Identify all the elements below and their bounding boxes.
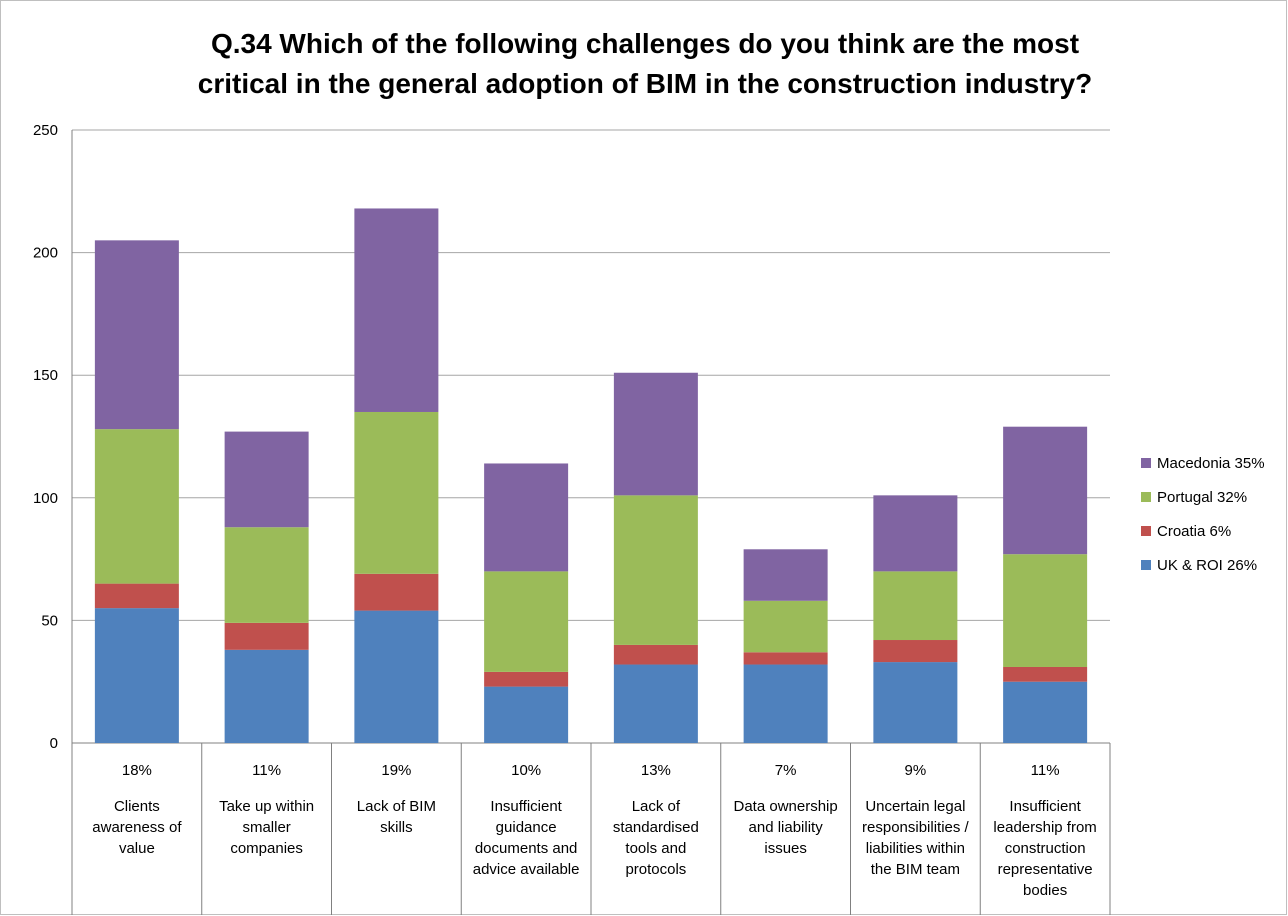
category-label: Insufficient bbox=[1009, 798, 1081, 815]
category-percent-label: 10% bbox=[511, 762, 541, 779]
category-label: leadership from bbox=[993, 819, 1096, 836]
category-label: liabilities within bbox=[866, 840, 965, 857]
chart-title-line-2: critical in the general adoption of BIM … bbox=[197, 68, 1093, 99]
bar-segment bbox=[224, 527, 309, 623]
bar-segment bbox=[94, 608, 179, 743]
legend-swatch bbox=[1141, 492, 1151, 502]
bar-segment bbox=[1003, 426, 1088, 555]
category-label: companies bbox=[230, 840, 303, 857]
category-label: Uncertain legal bbox=[865, 798, 965, 815]
bar-segment bbox=[1003, 681, 1088, 743]
category-percent-label: 13% bbox=[641, 762, 671, 779]
category-percent-label: 11% bbox=[252, 762, 281, 779]
category-percent-label: 9% bbox=[905, 762, 927, 779]
category-label: protocols bbox=[625, 861, 686, 878]
legend-label: Macedonia 35% bbox=[1157, 455, 1265, 472]
category-label: Data ownership bbox=[734, 798, 838, 815]
category-percent-label: 11% bbox=[1031, 762, 1060, 779]
category-label: the BIM team bbox=[871, 861, 960, 878]
category-label: Clients bbox=[114, 798, 160, 815]
category-label: responsibilities / bbox=[862, 819, 970, 836]
category-label: tools and bbox=[625, 840, 686, 857]
bar-segment bbox=[873, 640, 958, 663]
category-label: and liability bbox=[749, 819, 824, 836]
category-label: Lack of bbox=[632, 798, 681, 815]
legend-swatch bbox=[1141, 560, 1151, 570]
bar-segment bbox=[354, 573, 439, 611]
bar-segment bbox=[1003, 554, 1088, 667]
bar-segment bbox=[613, 664, 698, 743]
chart-title: Q.34 Which of the following challenges d… bbox=[120, 24, 1170, 104]
category-label: advice available bbox=[473, 861, 580, 878]
category-label: guidance bbox=[496, 819, 557, 836]
bar-segment bbox=[94, 583, 179, 609]
category-label: skills bbox=[380, 819, 413, 836]
legend-swatch bbox=[1141, 526, 1151, 536]
category-label: documents and bbox=[475, 840, 578, 857]
category-percent-label: 18% bbox=[122, 762, 152, 779]
bar-segment bbox=[743, 664, 828, 743]
bar-segment bbox=[743, 600, 828, 653]
bar-segment bbox=[873, 662, 958, 743]
y-tick-label: 250 bbox=[33, 122, 58, 139]
y-tick-label: 100 bbox=[33, 490, 58, 507]
y-tick-label: 0 bbox=[50, 735, 58, 752]
bar-segment bbox=[484, 686, 569, 743]
y-tick-label: 200 bbox=[33, 245, 58, 262]
legend-label: Croatia 6% bbox=[1157, 523, 1231, 540]
category-label: Insufficient bbox=[490, 798, 562, 815]
y-tick-label: 50 bbox=[41, 612, 58, 629]
chart-title-line-1: Q.34 Which of the following challenges d… bbox=[210, 28, 1080, 59]
bar-segment bbox=[94, 429, 179, 584]
bar-segment bbox=[613, 644, 698, 665]
bar-segment bbox=[354, 610, 439, 743]
bar-segment bbox=[94, 240, 179, 430]
bar-segment bbox=[354, 208, 439, 412]
category-label: Lack of BIM bbox=[357, 798, 436, 815]
category-label: bodies bbox=[1023, 882, 1067, 899]
bar-segment bbox=[873, 495, 958, 572]
category-label: smaller bbox=[242, 819, 290, 836]
category-label: awareness of bbox=[92, 819, 182, 836]
category-label: issues bbox=[764, 840, 807, 857]
y-tick-label: 150 bbox=[33, 367, 58, 384]
category-percent-label: 19% bbox=[381, 762, 411, 779]
bar-segment bbox=[613, 372, 698, 496]
category-label: construction bbox=[1005, 840, 1086, 857]
legend-label: UK & ROI 26% bbox=[1157, 557, 1257, 574]
bar-segment bbox=[224, 622, 309, 650]
legend-label: Portugal 32% bbox=[1157, 489, 1247, 506]
bar-segment bbox=[484, 571, 569, 672]
category-percent-label: 7% bbox=[775, 762, 797, 779]
bar-segment bbox=[484, 671, 569, 687]
bar-segment bbox=[1003, 666, 1088, 682]
bar-segment bbox=[484, 463, 569, 572]
category-label: Take up within bbox=[219, 798, 314, 815]
category-label: representative bbox=[998, 861, 1093, 878]
bar-segment bbox=[224, 649, 309, 743]
bar-segment bbox=[743, 652, 828, 665]
bar-segment bbox=[224, 431, 309, 528]
category-label: standardised bbox=[613, 819, 699, 836]
bar-segment bbox=[873, 571, 958, 641]
bar-segment bbox=[743, 549, 828, 601]
bar-segment bbox=[354, 411, 439, 574]
category-label: value bbox=[119, 840, 155, 857]
bar-segment bbox=[613, 495, 698, 645]
legend-swatch bbox=[1141, 458, 1151, 468]
